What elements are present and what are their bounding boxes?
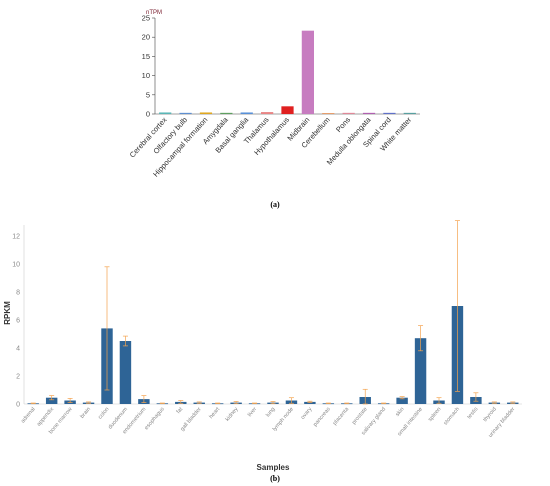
chart-b-bar xyxy=(119,341,132,404)
chart-b-bars xyxy=(27,306,519,405)
chart-b-bar xyxy=(396,397,408,404)
chart-b-x-tick-label: lung xyxy=(265,406,276,418)
chart-b-y-tick-label: 0 xyxy=(16,402,20,409)
chart-b-x-tick-label: ovary xyxy=(300,406,314,420)
chart-b-y-tick-label: 6 xyxy=(16,318,20,325)
chart-b-error-bars xyxy=(30,220,516,405)
chart-b-x-tick-label: appendix xyxy=(36,406,55,427)
chart-b-x-tick-label: fat xyxy=(176,406,185,415)
chart-b-x-tick-label: spleen xyxy=(427,406,442,422)
chart-b-y-tick-label: 4 xyxy=(16,346,20,353)
chart-b-x-tick-label: adrenal xyxy=(20,406,37,424)
chart-b-bar xyxy=(414,338,427,404)
chart-a-y-tick-label: 15 xyxy=(142,52,150,61)
chart-b-y-ticks: 0 2 4 6 8 10 12 xyxy=(12,234,20,409)
chart-b-x-tick-label: kidney xyxy=(225,406,240,422)
chart-b-x-tick-label: pancreas xyxy=(312,406,332,428)
chart-b-x-tick-label: skin xyxy=(395,406,406,417)
chart-a-bar xyxy=(261,112,274,114)
chart-b-x-tick-label: heart xyxy=(208,406,221,420)
chart-a-y-tick-label: 25 xyxy=(142,14,150,23)
chart-b-y-tick-label: 12 xyxy=(12,234,20,241)
chart-b-panel-label: (b) xyxy=(270,474,280,483)
chart-a-y-tick-label: 10 xyxy=(142,71,150,80)
chart-a-bar xyxy=(199,112,213,114)
chart-b-bar xyxy=(45,397,58,404)
chart-a-bar xyxy=(240,112,253,114)
chart-b-y-tick-label: 2 xyxy=(16,374,20,381)
chart-a-bar xyxy=(383,112,396,114)
chart-b-x-tick-label: stomach xyxy=(443,406,461,426)
chart-b-x-tick-label: liver xyxy=(247,406,258,418)
chart-a-bar xyxy=(322,113,335,114)
chart-a-y-tick-label: 5 xyxy=(146,90,150,99)
chart-b-x-tick-label: thyroid xyxy=(482,406,497,423)
chart-a-bar xyxy=(403,112,416,114)
chart-a-bar xyxy=(362,112,376,114)
chart-a-bar xyxy=(342,112,355,114)
chart-a-y-ticks: 0 5 10 15 20 25 xyxy=(142,14,155,119)
chart-b-y-axis-label: RPKM xyxy=(3,301,12,325)
chart-a-y-tick-label: 0 xyxy=(146,110,150,119)
chart-a: nTPM 0 5 10 15 20 25 Cerebral cortexOlfactory… xyxy=(128,10,420,209)
chart-b-x-tick-label: prostate xyxy=(351,406,369,425)
chart-b-y-tick-label: 8 xyxy=(16,290,20,297)
chart-a-x-tick-label: Pons xyxy=(334,115,352,134)
chart-a-bar xyxy=(301,30,314,115)
chart-a-y-tick-label: 20 xyxy=(142,33,150,42)
chart-b-x-tick-label: brain xyxy=(79,406,92,419)
chart-a-bars xyxy=(159,30,416,115)
chart-a-bar xyxy=(281,106,294,114)
chart-a-panel-label: (a) xyxy=(270,200,280,209)
chart-b-y-tick-label: 10 xyxy=(12,262,20,269)
chart-a-bar xyxy=(159,112,172,114)
chart-a-bar xyxy=(179,112,192,114)
chart-a-unit-label: nTPM xyxy=(146,10,162,16)
chart-b-x-axis-label: Samples xyxy=(257,463,290,472)
chart-b-x-tick-label: placenta xyxy=(332,406,351,427)
chart-a-bar xyxy=(220,112,233,114)
chart-b-x-tick-label: testis xyxy=(466,406,479,420)
chart-b-x-tick-label: colon xyxy=(97,406,110,420)
